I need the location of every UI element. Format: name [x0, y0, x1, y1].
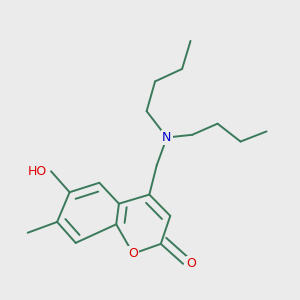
Text: N: N: [162, 131, 172, 144]
Text: O: O: [187, 257, 196, 270]
Text: HO: HO: [28, 165, 47, 178]
Text: O: O: [128, 247, 138, 260]
